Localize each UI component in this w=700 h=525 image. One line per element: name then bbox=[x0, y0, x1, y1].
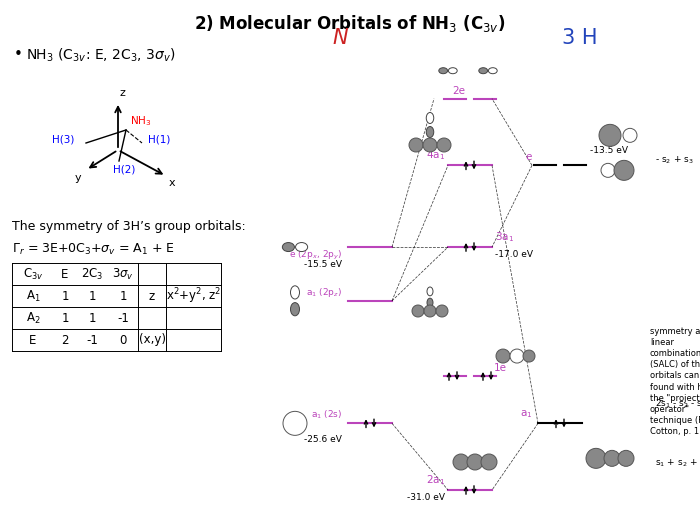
Ellipse shape bbox=[427, 287, 433, 296]
Text: 4a$_1$: 4a$_1$ bbox=[426, 149, 445, 162]
Text: 2a$_1$: 2a$_1$ bbox=[426, 473, 445, 487]
Text: e (2p$_x$, 2p$_y$): e (2p$_x$, 2p$_y$) bbox=[288, 249, 342, 262]
Text: NH$_3$ (C$_{3v}$: E, 2C$_3$, 3$\sigma_v$): NH$_3$ (C$_{3v}$: E, 2C$_3$, 3$\sigma_v$… bbox=[26, 47, 176, 65]
Circle shape bbox=[614, 160, 634, 181]
Text: 1: 1 bbox=[119, 289, 127, 302]
Text: 0: 0 bbox=[119, 333, 127, 346]
Ellipse shape bbox=[427, 298, 433, 307]
Circle shape bbox=[423, 138, 437, 152]
Text: 2: 2 bbox=[62, 333, 69, 346]
Text: A$_2$: A$_2$ bbox=[26, 310, 41, 326]
Text: (x,y): (x,y) bbox=[139, 333, 165, 346]
Text: 2) Molecular Orbitals of NH$_3$ (C$_{3v}$): 2) Molecular Orbitals of NH$_3$ (C$_{3v}… bbox=[195, 13, 505, 34]
Text: - s$_2$ + s$_3$: - s$_2$ + s$_3$ bbox=[655, 154, 694, 166]
Text: z: z bbox=[120, 88, 126, 98]
Text: 1: 1 bbox=[88, 311, 96, 324]
Text: 1: 1 bbox=[62, 311, 69, 324]
Text: x$^2$+y$^2$, z$^2$: x$^2$+y$^2$, z$^2$ bbox=[166, 286, 221, 306]
Text: -1: -1 bbox=[86, 333, 98, 346]
Circle shape bbox=[601, 163, 615, 177]
Circle shape bbox=[436, 305, 448, 317]
Text: 1e: 1e bbox=[494, 363, 507, 373]
Text: 2s$_1$ - s$_2$ - s$_3$: 2s$_1$ - s$_2$ - s$_3$ bbox=[655, 397, 700, 410]
Text: a$_1$ (2p$_z$): a$_1$ (2p$_z$) bbox=[306, 286, 342, 299]
Text: -25.6 eV: -25.6 eV bbox=[304, 435, 342, 444]
Text: 3 H: 3 H bbox=[562, 28, 598, 48]
Text: 3a$_1$: 3a$_1$ bbox=[495, 230, 514, 244]
Circle shape bbox=[412, 305, 424, 317]
Circle shape bbox=[599, 124, 621, 146]
Circle shape bbox=[623, 128, 637, 142]
Text: NH$_3$: NH$_3$ bbox=[130, 114, 151, 128]
Ellipse shape bbox=[439, 68, 447, 74]
Circle shape bbox=[523, 350, 535, 362]
Circle shape bbox=[424, 305, 436, 317]
Text: E: E bbox=[62, 268, 69, 280]
Text: H(2): H(2) bbox=[113, 164, 135, 174]
Text: -13.5 eV: -13.5 eV bbox=[590, 146, 628, 155]
Ellipse shape bbox=[290, 302, 300, 316]
Circle shape bbox=[283, 412, 307, 435]
Text: a$_1$ (2s): a$_1$ (2s) bbox=[311, 409, 342, 422]
Text: N: N bbox=[332, 28, 348, 48]
Text: z: z bbox=[149, 289, 155, 302]
Ellipse shape bbox=[449, 68, 457, 74]
Text: $\Gamma_r$ = 3E+0C$_3$+$\sigma_v$ = A$_1$ + E: $\Gamma_r$ = 3E+0C$_3$+$\sigma_v$ = A$_1… bbox=[12, 242, 175, 257]
Text: A$_1$: A$_1$ bbox=[26, 288, 41, 303]
Circle shape bbox=[604, 450, 620, 466]
Ellipse shape bbox=[426, 112, 434, 123]
Text: -1: -1 bbox=[117, 311, 129, 324]
Circle shape bbox=[409, 138, 423, 152]
Text: -31.0 eV: -31.0 eV bbox=[407, 493, 445, 502]
Text: E: E bbox=[29, 333, 36, 346]
Text: •: • bbox=[14, 47, 23, 62]
Text: 1: 1 bbox=[62, 289, 69, 302]
Text: e: e bbox=[526, 152, 532, 162]
Circle shape bbox=[437, 138, 451, 152]
Ellipse shape bbox=[282, 243, 295, 251]
Text: The symmetry of 3H’s group orbitals:: The symmetry of 3H’s group orbitals: bbox=[12, 220, 246, 233]
Ellipse shape bbox=[426, 127, 434, 138]
Circle shape bbox=[453, 454, 469, 470]
Ellipse shape bbox=[479, 68, 488, 74]
Text: symmetry adapted
linear
combinations
(SALC) of three 1s
orbitals can be
found wi: symmetry adapted linear combinations (SA… bbox=[650, 327, 700, 436]
Text: x: x bbox=[169, 178, 176, 188]
Text: s$_1$ + s$_2$ + s$_3$: s$_1$ + s$_2$ + s$_3$ bbox=[655, 458, 700, 469]
Circle shape bbox=[481, 454, 497, 470]
Text: 1: 1 bbox=[88, 289, 96, 302]
Circle shape bbox=[618, 450, 634, 466]
Text: H(1): H(1) bbox=[148, 135, 170, 145]
Text: -17.0 eV: -17.0 eV bbox=[495, 250, 533, 259]
Text: y: y bbox=[74, 173, 81, 183]
Circle shape bbox=[467, 454, 483, 470]
Text: 2C$_3$: 2C$_3$ bbox=[80, 267, 103, 281]
Circle shape bbox=[510, 349, 524, 363]
Text: 3$\sigma_v$: 3$\sigma_v$ bbox=[112, 267, 134, 281]
Ellipse shape bbox=[489, 68, 497, 74]
Circle shape bbox=[496, 349, 510, 363]
Circle shape bbox=[586, 448, 606, 468]
Text: 2e: 2e bbox=[452, 86, 465, 96]
Text: C$_{3v}$: C$_{3v}$ bbox=[22, 267, 43, 281]
Ellipse shape bbox=[290, 286, 300, 299]
Ellipse shape bbox=[295, 243, 308, 251]
Text: -15.5 eV: -15.5 eV bbox=[304, 260, 342, 269]
Text: a$_1$: a$_1$ bbox=[519, 408, 532, 421]
Text: H(3): H(3) bbox=[52, 135, 74, 145]
